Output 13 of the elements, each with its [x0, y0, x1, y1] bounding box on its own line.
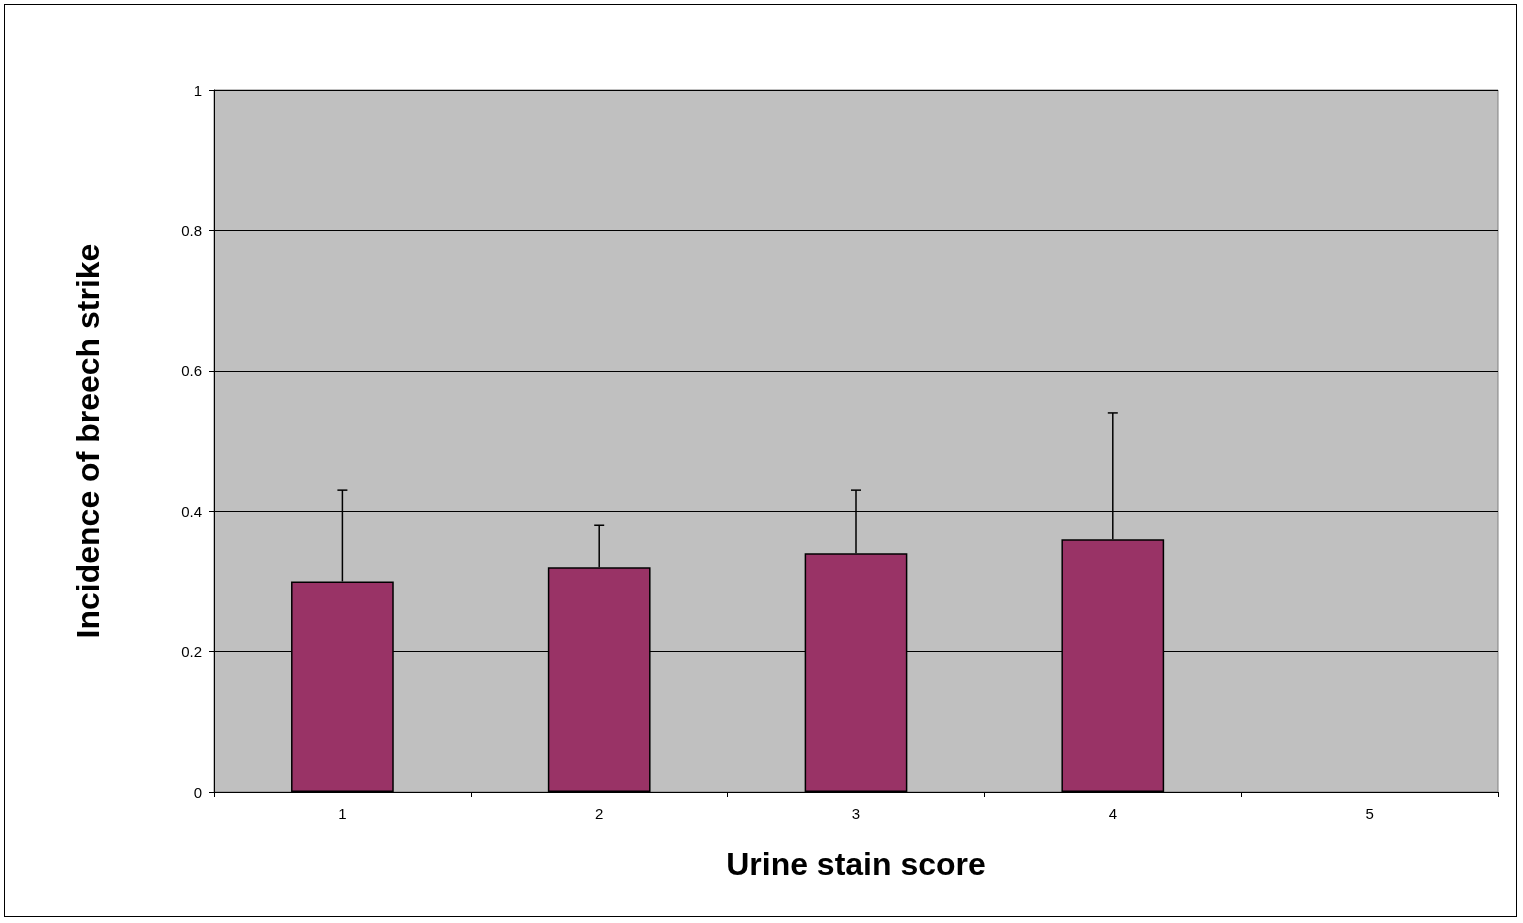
y-tick-label: 0.4	[181, 502, 202, 520]
x-tick-label: 3	[851, 805, 861, 822]
y-tick-label: 1	[193, 81, 202, 99]
y-tick-label: 0	[193, 783, 202, 801]
y-tick-label: 0.2	[181, 643, 202, 661]
x-tick-label: 4	[1108, 805, 1117, 822]
y-tick-label: 0.6	[181, 362, 202, 380]
y-tick-label: 0.8	[181, 221, 202, 239]
x-tick-label: 1	[338, 805, 347, 822]
x-tick-label: 2	[595, 805, 604, 822]
x-axis-title: Urine stain score	[726, 846, 986, 882]
x-tick-label: 5	[1365, 805, 1374, 822]
y-axis-title: Incidence of breech strike	[70, 243, 106, 639]
